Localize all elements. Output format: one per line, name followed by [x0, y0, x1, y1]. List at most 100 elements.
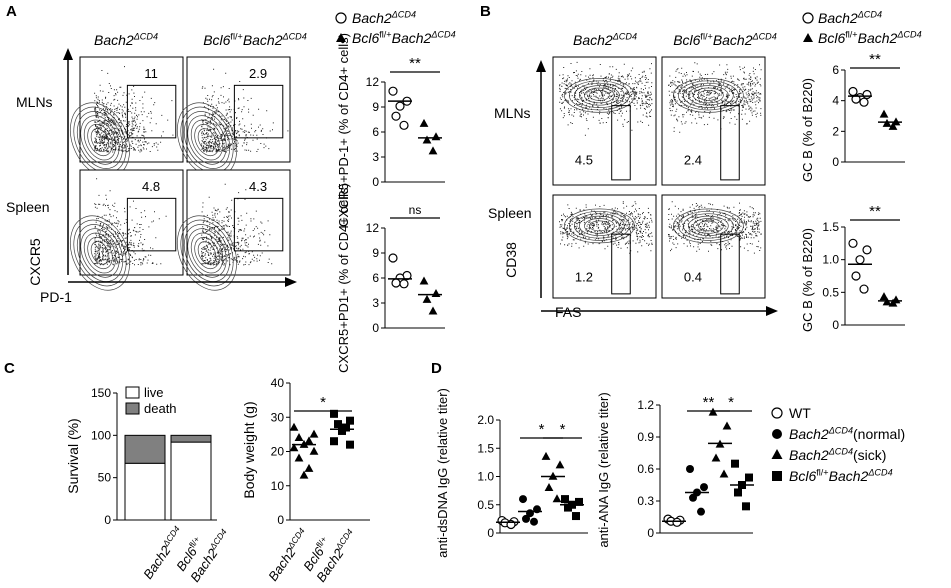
- data-point: [299, 470, 309, 479]
- gate-value: 4.8: [142, 179, 160, 194]
- data-point: [575, 497, 583, 506]
- data-point: [388, 86, 398, 96]
- data-point: [289, 422, 299, 431]
- gate: [720, 233, 740, 295]
- events: [668, 62, 762, 133]
- data-point: [388, 253, 398, 263]
- data-point: [548, 471, 558, 480]
- axis-label: CD38: [503, 242, 519, 278]
- data-point: [848, 238, 858, 248]
- data-point: [552, 494, 562, 503]
- data-point: [346, 440, 354, 449]
- flow-plot: [69, 169, 184, 291]
- legend-marker: [771, 449, 783, 459]
- data-point: [859, 97, 869, 107]
- events: [559, 201, 653, 254]
- data-point: [428, 146, 438, 155]
- flow-plot: [176, 56, 291, 178]
- events: [559, 61, 653, 136]
- row-label: MLNs: [494, 105, 531, 121]
- data-point: [395, 101, 405, 111]
- data-point: [891, 117, 901, 126]
- contour-line: [190, 232, 224, 274]
- data-point: [289, 443, 299, 452]
- data-point: [299, 439, 309, 448]
- y-tick-label: 0: [487, 526, 494, 540]
- y-axis-label: GC B (% of B220): [800, 78, 815, 182]
- column-label: Bach2ΔCD4: [573, 32, 637, 48]
- contour-line: [677, 80, 739, 111]
- contour-line: [176, 215, 238, 291]
- contour-line: [83, 119, 117, 161]
- y-tick-label: 6: [372, 125, 379, 139]
- significance-label: **: [869, 51, 881, 68]
- arrow-head: [536, 60, 546, 72]
- data-point: [419, 118, 429, 127]
- data-point: [391, 111, 401, 121]
- column-label: Bach2ΔCD4: [94, 32, 158, 48]
- x-tick-label: Bach2ΔCD4: [264, 526, 311, 584]
- legend-marker: [336, 33, 346, 42]
- row-label: Spleen: [6, 199, 50, 215]
- contour-line: [190, 119, 224, 161]
- flow-plot-frame: [79, 56, 184, 163]
- data-point: [879, 109, 889, 118]
- bar-death: [170, 434, 212, 443]
- y-tick-label: 0.5: [822, 285, 839, 299]
- data-point: [294, 453, 304, 462]
- flow-plot: [176, 169, 291, 291]
- data-point: [555, 460, 565, 469]
- data-point: [561, 495, 569, 504]
- contour-line: [682, 213, 734, 239]
- y-tick-label: 1.2: [637, 398, 654, 412]
- flow-plot: [69, 56, 184, 178]
- flow-plot-frame: [661, 194, 766, 299]
- flow-plot: [552, 194, 657, 299]
- y-tick-label: 2.0: [477, 413, 494, 427]
- y-tick-label: 2: [832, 124, 839, 138]
- legend-label: Bach2ΔCD4(sick): [789, 447, 886, 463]
- contour-line: [697, 90, 719, 101]
- y-axis-label: CXCR5+PD1+ (% of CD4+ cells): [336, 183, 351, 373]
- y-tick-label: 4: [832, 94, 839, 108]
- column-label: Bcl6fl/+Bach2ΔCD4: [673, 32, 777, 48]
- y-tick-label: 50: [98, 471, 112, 485]
- data-point: [330, 437, 338, 446]
- y-tick-label: 150: [91, 386, 111, 400]
- contour-line: [69, 215, 131, 291]
- flow-plot: [552, 56, 657, 186]
- y-axis-label: Survival (%): [65, 418, 81, 493]
- y-tick-label: 30: [271, 410, 285, 424]
- row-label: MLNs: [16, 94, 53, 110]
- significance-label: *: [320, 394, 326, 411]
- data-point: [731, 459, 739, 468]
- data-point: [428, 306, 438, 315]
- legend-marker: [802, 12, 814, 24]
- y-tick-label: 1.0: [477, 470, 494, 484]
- y-tick-label: 6: [832, 63, 839, 77]
- gate-value: 0.4: [684, 270, 702, 285]
- gate-value: 4.5: [575, 153, 593, 168]
- legend-swatch-death: [125, 402, 140, 415]
- legend-label: live: [144, 385, 164, 400]
- legend-label: Bcl6fl/+Bach2ΔCD4: [352, 30, 456, 46]
- data-point: [294, 433, 304, 441]
- panel-letter: B: [480, 3, 491, 20]
- data-point: [422, 294, 432, 303]
- y-tick-label: 0: [832, 155, 839, 169]
- bar-live: [124, 462, 166, 521]
- flow-plot-frame: [186, 56, 291, 163]
- y-tick-label: 3: [372, 150, 379, 164]
- y-tick-label: 20: [271, 445, 285, 459]
- data-point: [851, 271, 861, 281]
- data-point: [309, 446, 319, 455]
- panel-letter: D: [431, 360, 442, 377]
- y-tick-label: 10: [271, 479, 285, 493]
- flow-plot: [661, 56, 766, 186]
- gate-value: 2.4: [684, 153, 702, 168]
- legend-label: WT: [789, 405, 811, 421]
- data-point: [672, 517, 682, 527]
- column-label: Bcl6fl/+Bach2ΔCD4: [203, 32, 307, 48]
- data-point: [564, 503, 572, 512]
